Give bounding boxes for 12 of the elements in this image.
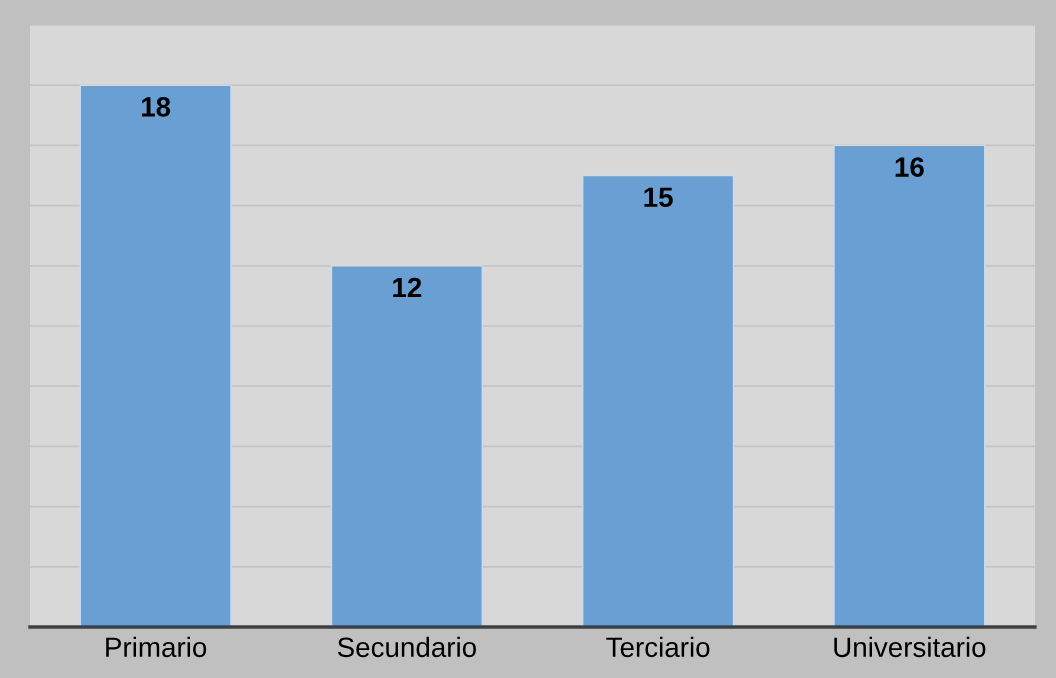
data-label: 15 bbox=[644, 187, 673, 208]
bar bbox=[582, 174, 735, 627]
data-label: 12 bbox=[393, 277, 422, 298]
x-tick-label: Terciario bbox=[606, 636, 710, 658]
data-label: 18 bbox=[141, 97, 171, 117]
bar bbox=[833, 144, 986, 627]
bar bbox=[79, 84, 232, 627]
x-tick-label: Universitario bbox=[834, 636, 986, 658]
bar bbox=[330, 265, 483, 627]
x-tick-label: Primario bbox=[106, 636, 207, 658]
data-label: 16 bbox=[895, 157, 924, 177]
x-tick-label: Secundario bbox=[337, 636, 476, 658]
